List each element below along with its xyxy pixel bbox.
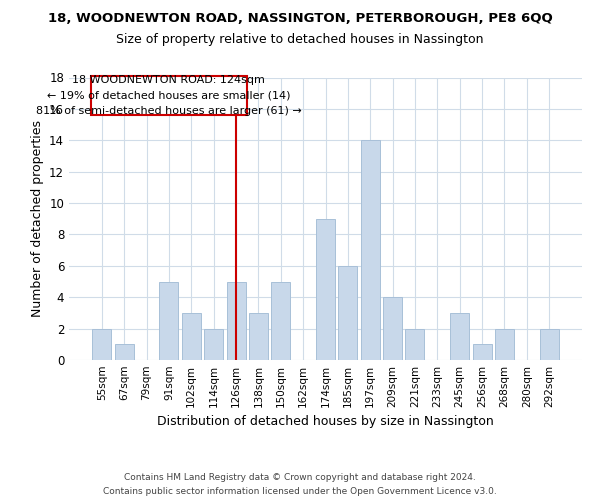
Bar <box>450 313 469 360</box>
Y-axis label: Number of detached properties: Number of detached properties <box>31 120 44 318</box>
Bar <box>204 328 223 360</box>
Bar <box>383 297 402 360</box>
Bar <box>160 282 178 360</box>
Text: 18 WOODNEWTON ROAD: 124sqm
← 19% of detached houses are smaller (14)
81% of semi: 18 WOODNEWTON ROAD: 124sqm ← 19% of deta… <box>36 75 302 116</box>
Bar <box>338 266 358 360</box>
FancyBboxPatch shape <box>91 76 247 115</box>
Text: Contains HM Land Registry data © Crown copyright and database right 2024.: Contains HM Land Registry data © Crown c… <box>124 473 476 482</box>
Bar <box>115 344 134 360</box>
Bar <box>495 328 514 360</box>
Bar <box>539 328 559 360</box>
Bar <box>92 328 112 360</box>
Bar <box>249 313 268 360</box>
Text: Size of property relative to detached houses in Nassington: Size of property relative to detached ho… <box>116 32 484 46</box>
Text: 18, WOODNEWTON ROAD, NASSINGTON, PETERBOROUGH, PE8 6QQ: 18, WOODNEWTON ROAD, NASSINGTON, PETERBO… <box>47 12 553 26</box>
Bar <box>473 344 491 360</box>
Bar <box>271 282 290 360</box>
Bar <box>316 219 335 360</box>
X-axis label: Distribution of detached houses by size in Nassington: Distribution of detached houses by size … <box>157 416 494 428</box>
Bar <box>227 282 245 360</box>
Bar <box>406 328 424 360</box>
Bar <box>182 313 201 360</box>
Bar <box>361 140 380 360</box>
Text: Contains public sector information licensed under the Open Government Licence v3: Contains public sector information licen… <box>103 486 497 496</box>
